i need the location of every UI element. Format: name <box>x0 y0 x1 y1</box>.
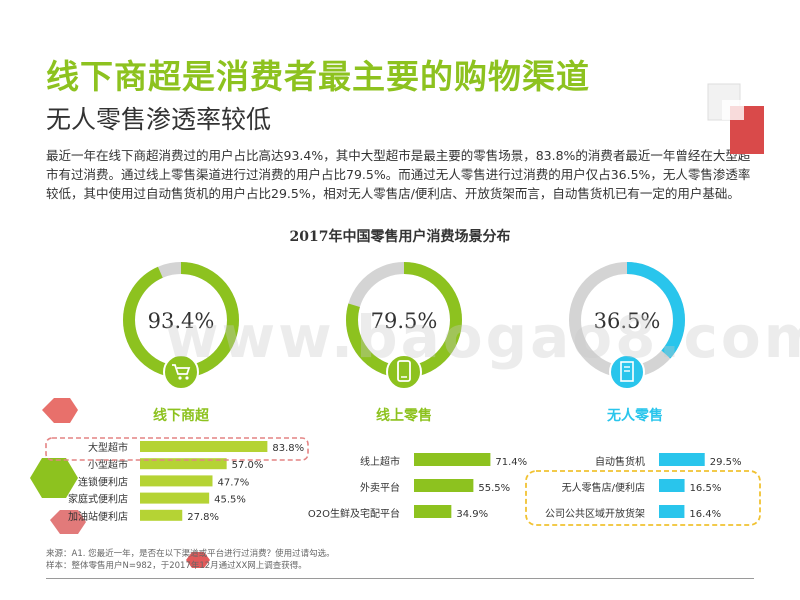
bar-category-label: 加油站便利店 <box>68 510 128 523</box>
bar-value-label: 83.8% <box>272 443 304 454</box>
bar <box>414 479 474 492</box>
bar-category-label: 家庭式便利店 <box>68 493 128 506</box>
bar <box>140 475 213 487</box>
bar-group-2: 线上超市 71.4% 外卖平台 55.5% O2O生鲜及宅配平台 34.9% <box>308 453 527 520</box>
donut-value-label: 36.5% <box>594 309 661 333</box>
bar-category-label: 大型超市 <box>88 441 128 454</box>
page-title: 线下商超是消费者最主要的购物渠道 <box>46 57 590 96</box>
bar-value-label: 57.0% <box>232 460 264 471</box>
bar <box>659 453 705 466</box>
sample-note: 样本：整体零售用户N=982，于2017年12月通过XX网上调查获得。 <box>46 561 307 571</box>
bar-value-label: 47.7% <box>218 477 250 488</box>
highlight-box-unmanned <box>525 470 761 526</box>
donut-arc <box>569 262 685 378</box>
bar <box>414 453 491 466</box>
bar <box>140 441 268 452</box>
highlight-box-supermarket <box>45 437 309 461</box>
bar-value-label: 71.4% <box>495 457 527 468</box>
bar <box>140 509 183 521</box>
bar-value-label: 16.5% <box>690 483 722 494</box>
donut-value-label: 79.5% <box>371 309 438 333</box>
mobile-phone-icon <box>386 354 422 390</box>
bar <box>140 492 210 504</box>
bar-value-label: 45.5% <box>214 495 246 506</box>
page-subtitle: 无人零售渗透率较低 <box>46 105 272 134</box>
bar-category-label: 连锁便利店 <box>78 475 128 488</box>
bar <box>140 458 227 470</box>
bar-value-label: 55.5% <box>478 483 510 494</box>
donut-2: 79.5% 线上零售 <box>346 262 462 424</box>
bar <box>659 479 685 492</box>
bar-value-label: 34.9% <box>456 509 488 520</box>
watermark: www.baogao8.com <box>165 303 800 371</box>
bar-value-label: 16.4% <box>689 509 721 520</box>
decor-hexagons <box>30 398 210 568</box>
donut-3: 36.5% 无人零售 <box>569 262 685 424</box>
source-note: 来源：A1. 您最近一年，是否在以下渠道或平台进行过消费？使用过请勾选。 <box>46 549 335 559</box>
bar-category-label: 外卖平台 <box>360 481 400 494</box>
bar-value-label: 27.8% <box>187 512 219 523</box>
bar-category-label: 线上超市 <box>360 455 400 468</box>
bar-category-label: O2O生鲜及宅配平台 <box>308 507 400 520</box>
donut-1: 93.4% 线下商超 <box>123 262 239 424</box>
donut-value-label: 93.4% <box>148 309 215 333</box>
bar-category-label: 公司公共区域开放货架 <box>545 507 645 520</box>
vending-machine-icon <box>609 354 645 390</box>
decor-squares <box>707 83 764 154</box>
donut-name-label: 线上零售 <box>376 407 432 424</box>
bar-group-1: 大型超市 83.8% 小型超市 57.0% 连锁便利店 47.7% 家庭式便利店 45.5% 加… <box>68 441 304 523</box>
donut-name-label: 线下商超 <box>153 407 210 424</box>
bar-group-3: 自动售货机 29.5% 无人零售店/便利店 16.5% 公司公共区域开放货架 16.4% <box>545 453 742 520</box>
bar <box>659 505 685 518</box>
bar <box>414 505 452 518</box>
summary-paragraph: 最近一年在线下商超消费过的用户占比高达93.4%，其中大型超市是最主要的零售场景… <box>46 148 751 201</box>
cart-icon <box>163 354 199 390</box>
footer-divider <box>46 578 754 579</box>
bar-category-label: 无人零售店/便利店 <box>562 481 645 494</box>
bar-value-label: 29.5% <box>710 457 742 468</box>
bar-category-label: 自动售货机 <box>595 455 645 468</box>
donut-name-label: 无人零售 <box>606 407 663 424</box>
bar-category-label: 小型超市 <box>88 458 128 471</box>
chart-title: 2017年中国零售用户消费场景分布 <box>289 229 511 245</box>
